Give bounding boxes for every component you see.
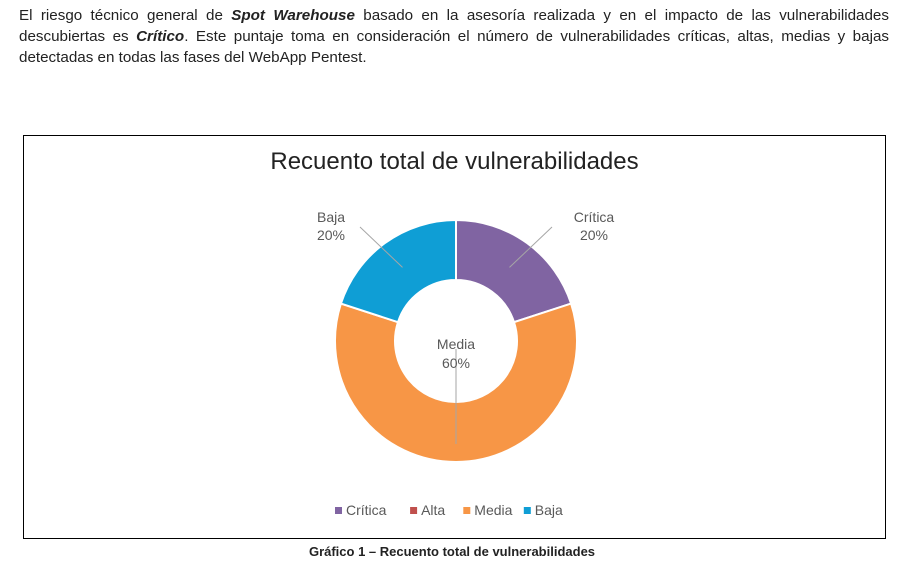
figure-caption: Gráfico 1 – Recuento total de vulnerabil… bbox=[308, 544, 596, 559]
data-value-media: 60% bbox=[442, 355, 470, 371]
donut-chart: Crítica 20% Media 60% Baja 20% Crítica Alta Medi… bbox=[317, 209, 615, 518]
data-value-baja: 20% bbox=[317, 227, 345, 243]
data-label-baja: Baja bbox=[317, 209, 345, 225]
data-label-media: Media bbox=[437, 336, 475, 352]
intro-text-2: basado en la asesoría realizada y en el … bbox=[19, 7, 889, 45]
company-name: Spot Warehouse bbox=[231, 7, 355, 24]
risk-rating: Crítico bbox=[136, 28, 185, 45]
legend-swatch-critica bbox=[335, 507, 342, 514]
data-value-critica: 20% bbox=[580, 227, 608, 243]
slice-media bbox=[334, 302, 578, 463]
legend-swatch-alta bbox=[410, 507, 418, 514]
legend-swatch-media bbox=[463, 507, 471, 514]
slice-baja bbox=[339, 218, 457, 324]
chart-container: Recuento total de vulnerabilidades Críti… bbox=[23, 135, 886, 539]
leader-line-baja bbox=[359, 226, 403, 268]
legend-label-critica: Crítica bbox=[346, 502, 387, 518]
chart-title: Recuento total de vulnerabilidades bbox=[270, 148, 639, 175]
legend-label-baja: Baja bbox=[535, 502, 563, 518]
legend-swatch-baja bbox=[523, 507, 531, 514]
legend-label-media: Media bbox=[474, 502, 512, 518]
intro-text-1: El riesgo técnico general de bbox=[19, 7, 232, 24]
leader-line-critica bbox=[509, 226, 553, 268]
slice-critica bbox=[455, 218, 573, 324]
intro-paragraph: El riesgo técnico general de Spot Wareho… bbox=[19, 5, 889, 68]
intro-text-3: . Este puntaje toma en consideración el … bbox=[19, 28, 889, 66]
legend-label-alta: Alta bbox=[421, 502, 445, 518]
data-label-critica: Crítica bbox=[574, 209, 615, 225]
